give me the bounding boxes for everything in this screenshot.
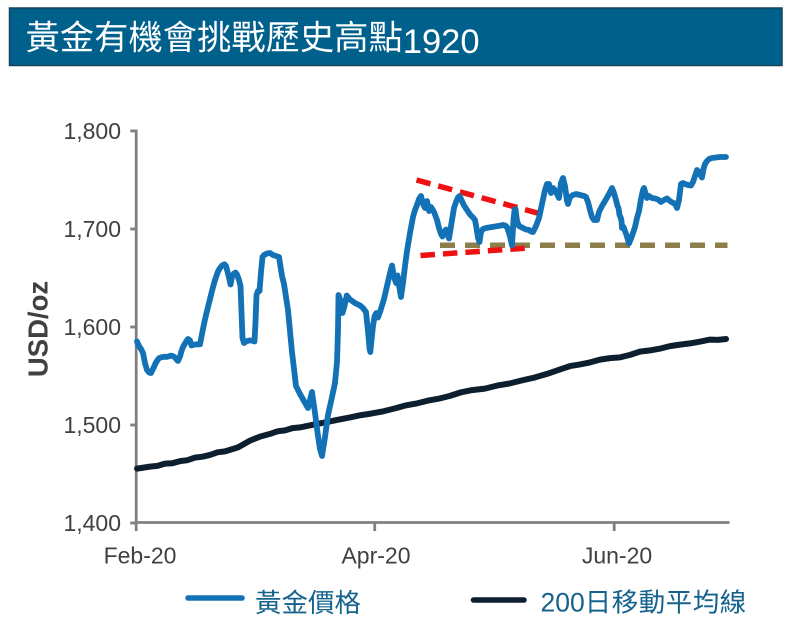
svg-text:Apr-20: Apr-20 — [341, 543, 410, 569]
svg-text:1920: 1920 — [403, 23, 480, 61]
svg-text:1,600: 1,600 — [63, 314, 121, 340]
svg-text:1,400: 1,400 — [63, 510, 121, 536]
svg-text:1,700: 1,700 — [63, 216, 121, 242]
svg-text:1,800: 1,800 — [63, 118, 121, 144]
svg-text:USD/oz: USD/oz — [23, 281, 54, 377]
svg-text:1,500: 1,500 — [63, 412, 121, 438]
svg-text:200: 200 — [541, 588, 585, 618]
svg-text:Feb-20: Feb-20 — [104, 543, 177, 569]
svg-text:Jun-20: Jun-20 — [582, 543, 652, 569]
